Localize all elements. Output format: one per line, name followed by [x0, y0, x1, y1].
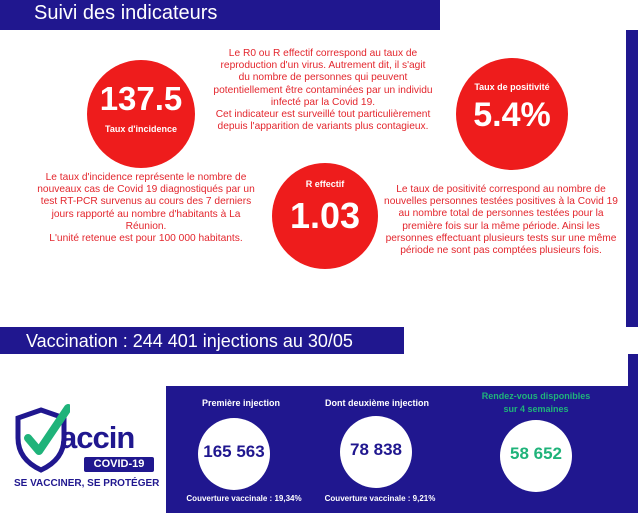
second-injection-coverage: Couverture vaccinale : 9,21%	[324, 494, 436, 503]
vaccin-logo: accin COVID-19 SE VACCINER, SE PROTÉGER	[12, 404, 162, 494]
first-injection-title: Première injection	[201, 398, 281, 408]
second-injection-title: Dont deuxième injection	[324, 398, 429, 408]
header-spacer	[440, 0, 638, 30]
incidence-description: Le taux d'incidence représente le nombre…	[37, 172, 255, 245]
r-effectif-value: 1.03	[289, 195, 361, 236]
incidence-label: Taux d'incidence	[105, 124, 177, 134]
vaccination-bar	[0, 327, 404, 354]
second-injection-value: 78 838	[350, 440, 402, 459]
incidence-value: 137.5	[99, 80, 183, 117]
header-bar	[0, 0, 440, 30]
r-effectif-label: R effectif	[305, 179, 345, 189]
incidence-circle: 137.5 Taux d'incidence	[87, 60, 195, 168]
r-effectif-circle: R effectif 1.03	[272, 163, 378, 269]
logo-tagline: SE VACCINER, SE PROTÉGER	[14, 478, 160, 489]
appointments-value: 58 652	[510, 444, 562, 463]
positivite-label: Taux de positivité	[474, 82, 550, 92]
first-injection-value: 165 563	[203, 442, 265, 461]
positivite-value: 5.4%	[473, 96, 551, 134]
first-injection-coverage: Couverture vaccinale : 19,34%	[186, 494, 302, 503]
first-injection-circle: 165 563	[198, 418, 270, 490]
logo-word: accin	[60, 420, 135, 455]
panel-border	[628, 354, 638, 513]
second-injection-circle: 78 838	[340, 416, 412, 488]
panel-border	[626, 30, 638, 327]
vaccination-title: Vaccination : 244 401 injections au 30/0…	[26, 331, 353, 351]
vaccination-spacer	[404, 327, 638, 354]
positivite-circle: Taux de positivité 5.4%	[456, 58, 568, 170]
vaccination-stats-panel: Première injection 165 563 Couverture va…	[166, 386, 628, 513]
shield-check-icon	[15, 404, 70, 473]
logo-covid-badge: COVID-19	[84, 457, 154, 472]
r0-description: Le R0 ou R effectif correspond au taux d…	[213, 48, 433, 133]
appointments-circle: 58 652	[500, 420, 572, 492]
appointments-title: Rendez-vous disponibles sur 4 semaines	[481, 391, 591, 414]
positivite-description: Le taux de positivité correspond au nomb…	[384, 184, 618, 257]
page-title: Suivi des indicateurs	[34, 2, 218, 24]
